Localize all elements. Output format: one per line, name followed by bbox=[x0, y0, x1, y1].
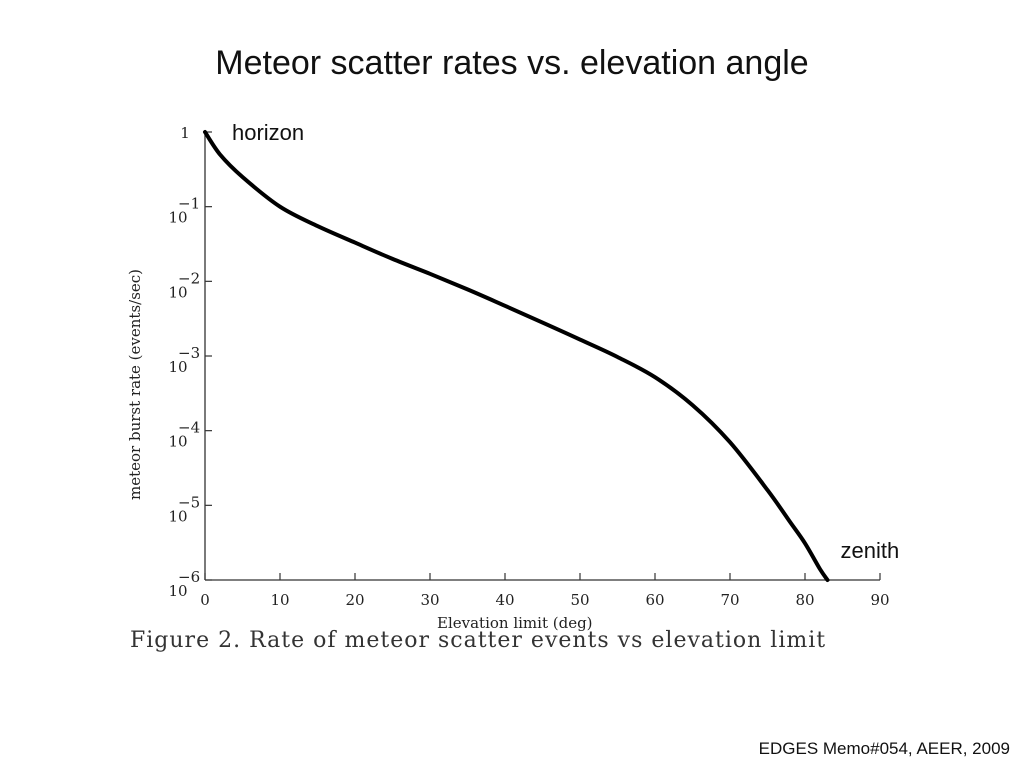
x-axis-label: Elevation limit (deg) bbox=[437, 614, 593, 632]
x-tick-label: 0 bbox=[200, 591, 210, 609]
x-tick-label: 10 bbox=[270, 591, 289, 609]
y-tick-label-exponent: −6 bbox=[178, 568, 200, 586]
y-axis-label: meteor burst rate (events/sec) bbox=[126, 269, 144, 500]
y-tick-label-base: 10 bbox=[168, 358, 187, 376]
y-tick-label-base: 10 bbox=[168, 209, 187, 227]
y-tick-label-base: 10 bbox=[168, 582, 187, 600]
y-tick-label-base: 10 bbox=[168, 283, 187, 301]
x-tick-label: 60 bbox=[645, 591, 664, 609]
slide-title: Meteor scatter rates vs. elevation angle bbox=[215, 44, 809, 82]
y-tick-label-exponent: −3 bbox=[178, 344, 200, 362]
annotations: horizon zenith bbox=[232, 120, 899, 563]
x-tick-label: 80 bbox=[795, 591, 814, 609]
x-ticks: 0 10 20 30 40 50 60 70 80 90 bbox=[200, 573, 890, 609]
y-ticks: 110−110−210−310−410−510−6 bbox=[168, 124, 212, 600]
x-tick-label: 30 bbox=[420, 591, 439, 609]
y-tick-label-exponent: −5 bbox=[178, 493, 200, 511]
annotation-horizon: horizon bbox=[232, 120, 304, 145]
y-tick-label-base: 10 bbox=[168, 433, 187, 451]
x-tick-label: 90 bbox=[870, 591, 889, 609]
y-tick-label-exponent: −4 bbox=[178, 419, 200, 437]
figure-caption: Figure 2. Rate of meteor scatter events … bbox=[130, 628, 827, 653]
y-tick-label-base: 1 bbox=[180, 124, 190, 142]
annotation-zenith: zenith bbox=[841, 538, 900, 563]
source-credit: EDGES Memo#054, AEER, 2009 bbox=[758, 739, 1010, 758]
x-tick-label: 40 bbox=[495, 591, 514, 609]
x-tick-label: 70 bbox=[720, 591, 739, 609]
series-line-meteor-rate bbox=[203, 130, 830, 582]
y-tick-label-exponent: −1 bbox=[178, 195, 200, 213]
x-tick-label: 50 bbox=[570, 591, 589, 609]
plot-axes bbox=[204, 132, 880, 581]
x-tick-label: 20 bbox=[345, 591, 364, 609]
y-tick-label-exponent: −2 bbox=[178, 269, 200, 287]
y-tick-label-base: 10 bbox=[168, 507, 187, 525]
